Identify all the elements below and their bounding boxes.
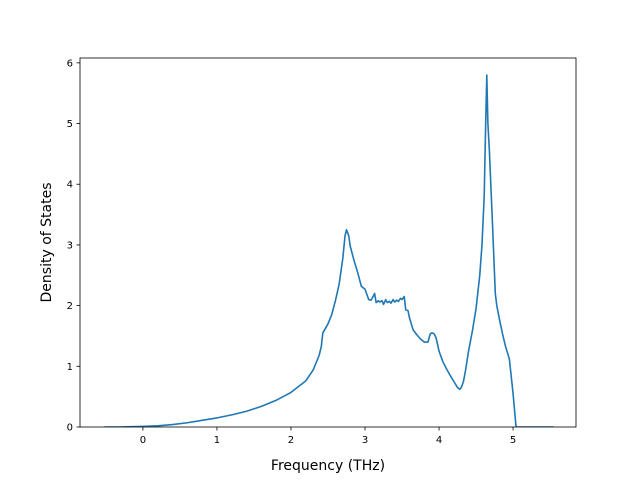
y-tick-label: 0: [67, 423, 73, 434]
y-axis-label: Density of States: [39, 183, 55, 303]
y-tick-label: 3: [67, 240, 73, 251]
y-tick-label: 4: [67, 180, 73, 191]
x-tick-label: 2: [288, 435, 294, 446]
y-tick-label: 6: [67, 58, 73, 69]
axes-frame: [79, 57, 577, 428]
x-tick-label: 4: [436, 435, 442, 446]
plot-area: [104, 74, 554, 427]
x-tick-label: 5: [510, 435, 516, 446]
x-axis-label: Frequency (THz): [271, 458, 385, 474]
series-line-0: [104, 74, 554, 427]
x-tick-label: 1: [214, 435, 220, 446]
x-tick-label: 3: [362, 435, 368, 446]
y-tick-label: 1: [67, 362, 73, 373]
x-tick-label: 0: [140, 435, 146, 446]
axis-ticks: 0 1 2 3 4 5 0 1 2 3 4 5 6: [67, 58, 517, 446]
y-tick-label: 2: [67, 301, 73, 312]
y-tick-label: 5: [67, 119, 73, 130]
